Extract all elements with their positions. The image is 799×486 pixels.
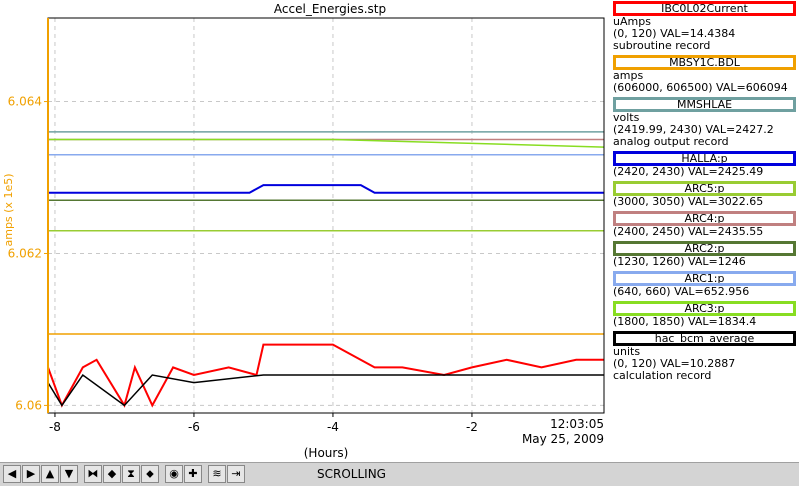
- chart: -8 -6 -4 -2 6.06 6.062 6.064 Accel_Energies.s…: [2, 2, 605, 460]
- y-axis-label: amps (x 1e5): [2, 173, 15, 246]
- zoom-y-in-button[interactable]: ⧗: [122, 465, 140, 483]
- zoom-x-out-button[interactable]: ◆: [103, 465, 121, 483]
- x-tick-label-2: -4: [327, 420, 339, 434]
- legend-series-name: ARC5:p: [613, 181, 796, 196]
- legend-series-name: HALLA:p: [613, 151, 796, 166]
- end-time: 12:03:05: [550, 417, 604, 431]
- legend-entry-4[interactable]: ARC5:p (3000, 3050) VAL=3022.65: [610, 181, 799, 208]
- x-tick-label-1: -6: [188, 420, 200, 434]
- legend: IBC0L02Current uAmps (0, 120) VAL=14.4384 s…: [610, 0, 799, 412]
- legend-value: (606000, 606500) VAL=606094: [613, 81, 788, 94]
- legend-entry-6[interactable]: ARC2:p (1230, 1260) VAL=1246: [610, 241, 799, 268]
- legend-unit: amps: [613, 69, 644, 82]
- legend-unit: units: [613, 345, 641, 358]
- x-axis: -8 -6 -4 -2: [49, 413, 478, 434]
- add-button[interactable]: ✚: [184, 465, 202, 483]
- legend-series-name: ARC4:p: [613, 211, 796, 226]
- legend-entry-0[interactable]: IBC0L02Current uAmps (0, 120) VAL=14.4384 s…: [610, 1, 799, 52]
- legend-value: (1800, 1850) VAL=1834.4: [613, 315, 757, 328]
- legend-entry-1[interactable]: MBSY1C.BDL amps (606000, 606500) VAL=60609…: [610, 55, 799, 94]
- y-tick-label-0: 6.06: [15, 398, 42, 412]
- legend-entry-7[interactable]: ARC1:p (640, 660) VAL=652.956: [610, 271, 799, 298]
- legend-entry-3[interactable]: HALLA:p (2420, 2430) VAL=2425.49: [610, 151, 799, 178]
- legend-value: (1230, 1260) VAL=1246: [613, 255, 746, 268]
- end-date: May 25, 2009: [522, 432, 604, 446]
- scroll-right-button[interactable]: ▶: [22, 465, 40, 483]
- scroll-down-button[interactable]: ▼: [60, 465, 78, 483]
- legend-value: (0, 120) VAL=14.4384: [613, 27, 736, 40]
- legend-series-name: ARC1:p: [613, 271, 796, 286]
- legend-value: (2419.99, 2430) VAL=2427.2: [613, 123, 774, 136]
- legend-entry-2[interactable]: MMSHLAE volts (2419.99, 2430) VAL=2427.2 an…: [610, 97, 799, 148]
- legend-value: (640, 660) VAL=652.956: [613, 285, 750, 298]
- legend-series-name: MMSHLAE: [613, 97, 796, 112]
- grid: [48, 18, 604, 413]
- legend-value: (0, 120) VAL=10.2887: [613, 357, 736, 370]
- legend-series-name: ARC3:p: [613, 301, 796, 316]
- legend-series-name: hac_bcm_average: [613, 331, 796, 346]
- style-button[interactable]: ≋: [208, 465, 226, 483]
- series-line-0: [47, 343, 604, 408]
- legend-value: (3000, 3050) VAL=3022.65: [613, 195, 764, 208]
- scroll-left-button[interactable]: ◀: [3, 465, 21, 483]
- legend-value: (2420, 2430) VAL=2425.49: [613, 165, 764, 178]
- toolbar: ◀ ▶ ▲ ▼ ⧓ ◆ ⧗ ⬥ ◉ ✚ ≋ ⇥ SCROLLING: [0, 462, 799, 486]
- x-tick-label-3: -2: [466, 420, 478, 434]
- legend-entry-9[interactable]: hac_bcm_average units (0, 120) VAL=10.2887…: [610, 331, 799, 382]
- y-tick-label-1: 6.062: [8, 246, 42, 260]
- series-line-3: [48, 184, 604, 194]
- series-line-8: [48, 138, 605, 148]
- legend-value: (2400, 2450) VAL=2435.55: [613, 225, 764, 238]
- zoom-y-out-button[interactable]: ⬥: [141, 465, 159, 483]
- legend-unit: uAmps: [613, 15, 651, 28]
- legend-entry-8[interactable]: ARC3:p (1800, 1850) VAL=1834.4: [610, 301, 799, 328]
- zoom-x-in-button[interactable]: ⧓: [84, 465, 102, 483]
- legend-record-type: analog output record: [613, 135, 729, 148]
- legend-series-name: IBC0L02Current: [613, 1, 796, 16]
- y-axis: 6.06 6.062 6.064: [8, 95, 48, 412]
- chart-title: Accel_Energies.stp: [274, 2, 386, 16]
- scroll-status: SCROLLING: [317, 467, 386, 481]
- scroll-up-button[interactable]: ▲: [41, 465, 59, 483]
- legend-series-name: MBSY1C.BDL: [613, 55, 796, 70]
- series-line-9: [47, 373, 604, 407]
- x-tick-label-0: -8: [49, 420, 61, 434]
- legend-unit: volts: [613, 111, 640, 124]
- legend-record-type: calculation record: [613, 369, 712, 382]
- series-layer: [47, 131, 605, 408]
- y-tick-label-2: 6.064: [8, 95, 42, 109]
- legend-series-name: ARC2:p: [613, 241, 796, 256]
- center-button[interactable]: ◉: [165, 465, 183, 483]
- legend-entry-5[interactable]: ARC4:p (2400, 2450) VAL=2435.55: [610, 211, 799, 238]
- x-axis-label: (Hours): [304, 446, 349, 460]
- jump-button[interactable]: ⇥: [227, 465, 245, 483]
- legend-record-type: subroutine record: [613, 39, 711, 52]
